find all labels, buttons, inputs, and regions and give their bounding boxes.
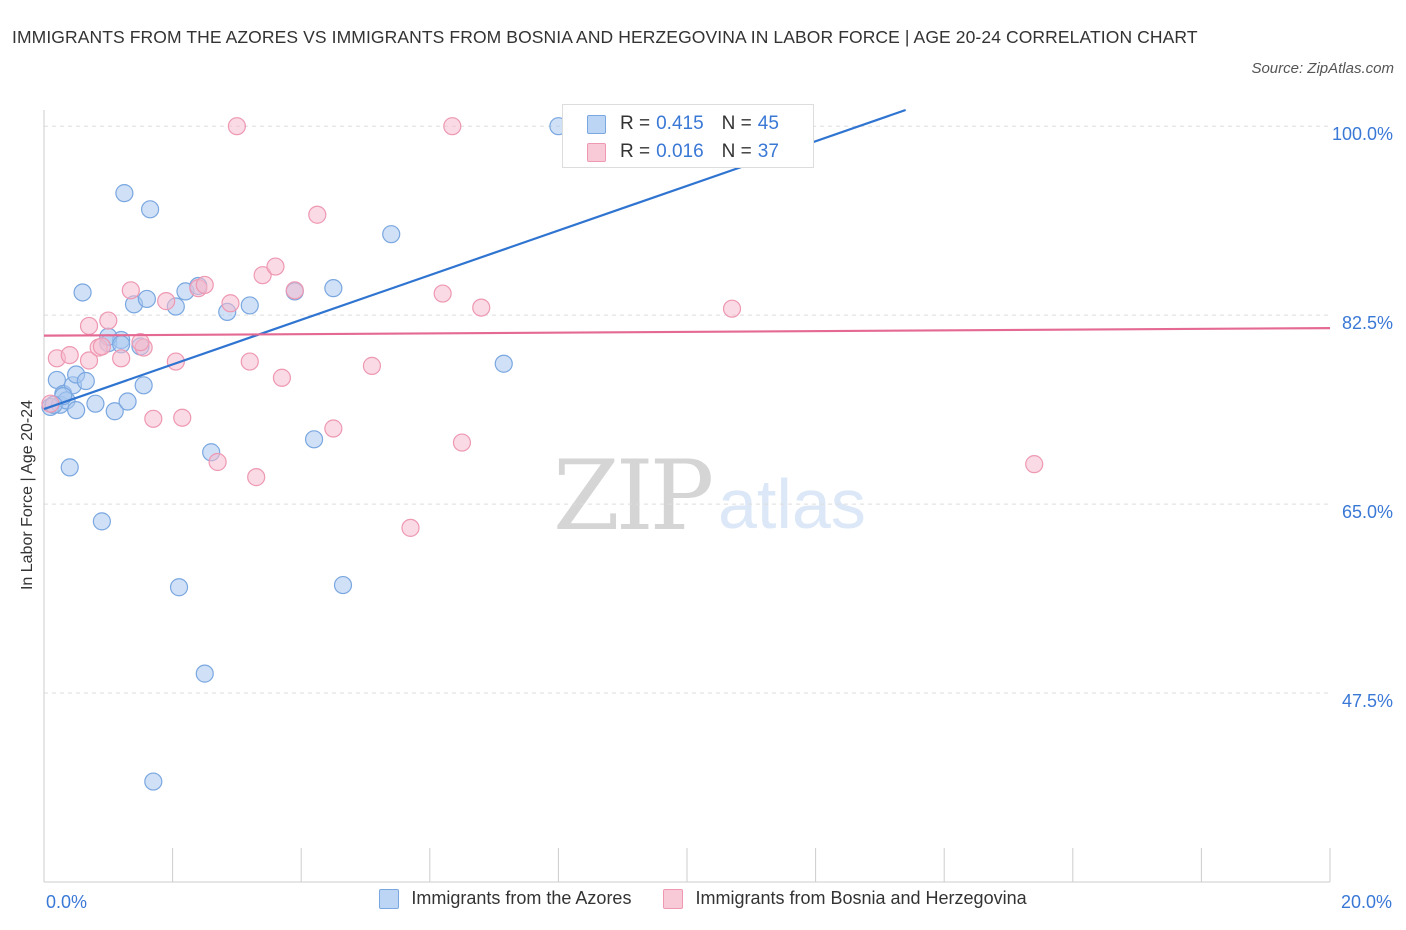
bosnia-point [433, 284, 452, 303]
n-value-bosnia: 37 [757, 141, 779, 162]
azores-point [382, 225, 401, 244]
n-label: N = [721, 113, 752, 134]
bosnia-point [144, 409, 163, 428]
azores-point [333, 575, 353, 595]
r-label: R = [620, 141, 651, 162]
chart-title: IMMIGRANTS FROM THE AZORES VS IMMIGRANTS… [12, 27, 1198, 47]
bosnia-point [272, 368, 292, 387]
bosnia-point [240, 352, 259, 371]
bosnia-point [60, 345, 79, 365]
legend-swatch-azores [379, 888, 400, 909]
bosnia-point [253, 266, 272, 285]
bosnia-point [401, 518, 420, 537]
azores-point [494, 354, 513, 373]
bosnia-point [266, 257, 285, 276]
azores-point [67, 401, 86, 420]
bosnia-point [324, 419, 343, 438]
bosnia-point [1025, 455, 1044, 474]
x-tick-label: 20.0% [1341, 892, 1392, 912]
stats-legend-row-azores: R = 0.415 N = 45 [587, 111, 779, 137]
x-tick-label: 0.0% [46, 892, 87, 912]
bosnia-point [92, 337, 111, 356]
azores-point [304, 430, 324, 449]
bosnia-point [208, 452, 227, 472]
legend-item-azores: Immigrants from the Azores [379, 888, 631, 909]
n-value-azores: 45 [757, 113, 779, 134]
legend-swatch-bosnia [587, 142, 606, 162]
azores-point [76, 371, 95, 391]
azores-point [118, 392, 137, 411]
bosnia-point [285, 281, 304, 300]
y-tick-label: 82.5% [1342, 313, 1393, 333]
bosnia-point [443, 117, 462, 136]
azores-point [60, 458, 79, 477]
bosnia-trend-line [43, 327, 1331, 337]
azores-point [86, 394, 105, 413]
legend-label-azores: Immigrants from the Azores [411, 888, 632, 908]
bosnia-point [121, 281, 140, 300]
stats-legend: R = 0.415 N = 45 R = 0.016 N = 37 [562, 104, 814, 168]
azores-point [92, 512, 111, 531]
azores-point [240, 296, 259, 315]
bosnia-point [131, 333, 150, 352]
n-label: N = [721, 141, 752, 162]
y-tick-label: 100.0% [1332, 124, 1393, 144]
bosnia-point [221, 294, 240, 313]
bosnia-point [99, 311, 118, 330]
azores-point [324, 279, 343, 298]
bosnia-point [79, 351, 99, 370]
bosnia-point [308, 205, 327, 224]
azores-point [73, 283, 92, 302]
bosnia-point [452, 433, 472, 452]
azores-point [134, 376, 153, 395]
legend-swatch-azores [587, 114, 606, 134]
bosnia-point [112, 349, 131, 368]
azores-point [115, 184, 134, 203]
legend-item-bosnia: Immigrants from Bosnia and Herzegovina [663, 888, 1027, 909]
azores-point [195, 664, 214, 683]
source-label: Source: ZipAtlas.com [1251, 60, 1394, 77]
bosnia-point [195, 275, 214, 295]
bosnia-point [157, 292, 176, 311]
bosnia-point [247, 468, 266, 487]
stats-legend-row-bosnia: R = 0.016 N = 37 [587, 139, 779, 165]
y-tick-label: 65.0% [1342, 502, 1393, 522]
r-value-azores: 0.415 [656, 113, 704, 134]
bosnia-point [79, 316, 99, 336]
azores-point [105, 402, 124, 421]
azores-point [140, 200, 160, 219]
bosnia-point [722, 299, 742, 318]
bosnia-point [472, 298, 491, 317]
r-label: R = [620, 113, 651, 134]
y-tick-label: 47.5% [1342, 691, 1393, 711]
series-legend: Immigrants from the Azores Immigrants fr… [0, 888, 1406, 909]
bosnia-point [227, 117, 246, 136]
r-value-bosnia: 0.016 [656, 141, 704, 162]
bosnia-point [173, 408, 192, 427]
legend-swatch-bosnia [663, 888, 684, 909]
watermark-zip: ZIP [553, 440, 714, 552]
azores-point [137, 289, 156, 309]
azores-point [169, 578, 189, 597]
azores-point [144, 772, 163, 791]
bosnia-point [362, 356, 382, 375]
legend-label-bosnia: Immigrants from Bosnia and Herzegovina [695, 888, 1027, 908]
